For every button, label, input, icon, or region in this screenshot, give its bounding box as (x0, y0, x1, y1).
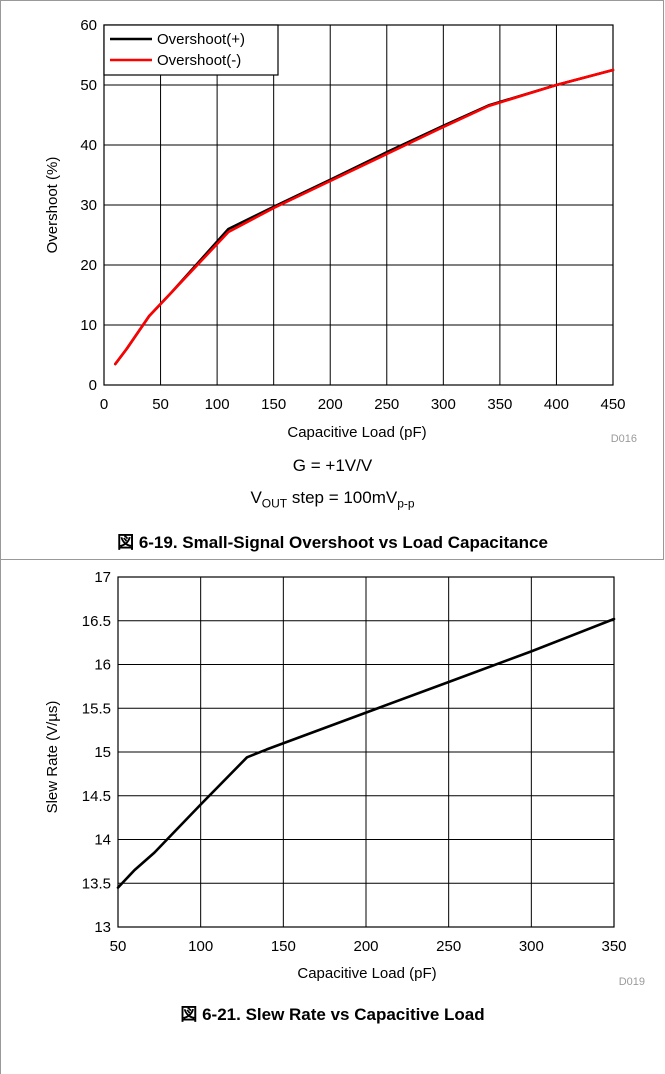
chart1-y-tick-label: 50 (80, 77, 97, 94)
chart1-series-line-0 (114, 68, 615, 366)
frame-divider (0, 559, 664, 560)
chart2-y-tick-label: 16.5 (82, 613, 111, 630)
chart1-x-axis-label: Capacitive Load (pF) (287, 424, 426, 441)
chart2-caption: 図 6-21. Slew Rate vs Capacitive Load (0, 1000, 665, 1025)
chart1-x-tick-label: 250 (374, 396, 399, 413)
chart1-y-tick-label: 0 (89, 377, 97, 394)
chart1-y-tick-label: 40 (80, 137, 97, 154)
chart2-y-axis-label: Slew Rate (V/µs) (44, 701, 61, 814)
chart1-legend-label-0: Overshoot(+) (157, 31, 245, 48)
chart1-x-tick-label: 100 (205, 396, 230, 413)
chart1-x-tick-label: 50 (152, 396, 169, 413)
chart2-plot-frame (117, 576, 615, 928)
chart2-series-line-0 (116, 617, 616, 889)
chart2-figure-code: D019 (619, 976, 645, 988)
chart1-y-axis-label: Overshoot (%) (44, 157, 61, 254)
chart2-x-tick-label: 300 (519, 938, 544, 955)
chart2-y-tick-label: 17 (94, 569, 111, 586)
chart2-x-tick-label: 150 (271, 938, 296, 955)
chart1-caption-text: 図 6-19. Small-Signal Overshoot vs Load C… (117, 533, 548, 552)
chart2-y-tick-label: 14 (94, 832, 111, 849)
chart2-y-tick-label: 16 (94, 657, 111, 674)
chart2-x-tick-label: 250 (436, 938, 461, 955)
chart2-y-tick-label: 14.5 (82, 788, 111, 805)
chart1-figure-code: D016 (611, 433, 637, 445)
chart2-x-tick-label: 350 (601, 938, 626, 955)
chart2-caption-text: 図 6-21. Slew Rate vs Capacitive Load (180, 1005, 485, 1024)
chart1-condition-step-text: VOUT step = 100mVp-p (250, 488, 415, 511)
chart1-condition-gain-text: G = +1V/V (292, 456, 373, 475)
chart2-y-tick-label: 15 (94, 744, 111, 761)
chart1-x-tick-label: 350 (487, 396, 512, 413)
chart1-x-tick-label: 300 (431, 396, 456, 413)
chart1-legend-box (103, 24, 279, 76)
chart1-x-tick-label: 400 (544, 396, 569, 413)
chart1-plot-frame (103, 24, 614, 386)
chart2-x-tick-label: 200 (353, 938, 378, 955)
chart2-x-tick-label: 50 (110, 938, 127, 955)
frame-top-border (0, 0, 664, 1)
chart1-legend-label-1: Overshoot(-) (157, 52, 241, 69)
chart1-x-tick-label: 0 (100, 396, 108, 413)
chart1-x-tick-label: 200 (318, 396, 343, 413)
chart1-caption: 図 6-19. Small-Signal Overshoot vs Load C… (0, 528, 665, 553)
chart1-condition-gain: G = +1V/V (0, 456, 665, 476)
chart2-y-tick-label: 13 (94, 919, 111, 936)
chart2-y-tick-label: 15.5 (82, 700, 111, 717)
chart1-x-tick-label: 450 (600, 396, 625, 413)
chart1-y-tick-label: 30 (80, 197, 97, 214)
frame-right-border (663, 0, 664, 560)
chart2-y-tick-label: 13.5 (82, 875, 111, 892)
chart1-condition-step: VOUT step = 100mVp-p (0, 488, 665, 510)
frame-left-border (0, 0, 1, 1074)
chart1-y-tick-label: 20 (80, 257, 97, 274)
chart2-x-tick-label: 100 (188, 938, 213, 955)
chart1-y-tick-label: 60 (80, 17, 97, 34)
chart2-x-axis-label: Capacitive Load (pF) (297, 965, 436, 982)
chart1-series-line-1 (114, 68, 615, 366)
chart1-y-tick-label: 10 (80, 317, 97, 334)
chart1-x-tick-label: 150 (261, 396, 286, 413)
